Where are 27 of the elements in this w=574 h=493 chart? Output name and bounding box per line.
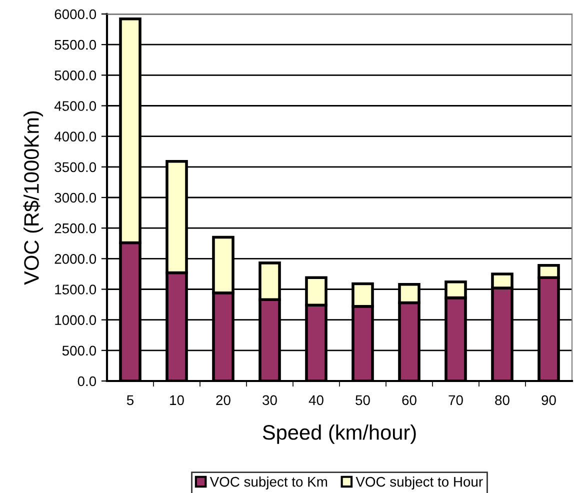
y-tick-label: 0.0: [78, 376, 96, 386]
y-tick-label: 5000.0: [54, 70, 96, 80]
x-tick-label: 90: [542, 395, 556, 406]
x-tick-label: 50: [356, 395, 370, 406]
legend-label: VOC subject to Hour: [356, 476, 483, 490]
y-tick-label: 1000.0: [55, 315, 96, 326]
y-tick-label: 6000.0: [54, 9, 96, 20]
y-tick-label: 2000.0: [54, 254, 96, 264]
x-tick-label: 60: [402, 395, 416, 406]
legend-label: VOC subject to Km: [210, 476, 328, 490]
y-tick-label: 2500.0: [54, 223, 96, 234]
y-tick-label: 4000.0: [54, 132, 96, 142]
y-tick-label: 3000.0: [54, 192, 96, 203]
y-axis-title: VOC (R$/1000Km): [23, 111, 43, 285]
y-tick-label: 3500.0: [54, 162, 96, 172]
x-tick-label: 70: [448, 395, 463, 406]
x-tick-label: 5: [126, 395, 134, 406]
x-tick-label: 20: [216, 395, 230, 406]
x-tick-label: 10: [170, 395, 184, 406]
y-tick-label: 4500.0: [54, 101, 96, 111]
y-tick-label: 5500.0: [54, 40, 96, 50]
x-tick-label: 30: [262, 395, 277, 406]
y-tick-label: 1500.0: [55, 284, 96, 294]
x-tick-label: 80: [495, 395, 510, 406]
y-tick-label: 500.0: [62, 346, 96, 356]
x-axis-title: Speed (km/hour): [262, 424, 416, 444]
x-tick-label: 40: [308, 395, 324, 406]
